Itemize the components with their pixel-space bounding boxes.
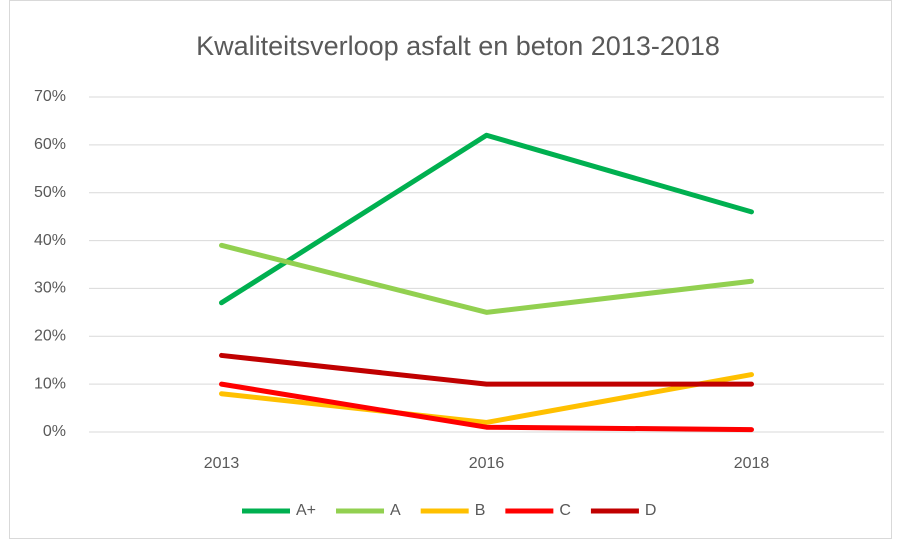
series-line [219, 372, 754, 425]
y-tick-label: 70% [34, 88, 66, 105]
y-tick-label: 40% [34, 232, 66, 249]
series-line [219, 132, 754, 306]
y-tick-label: 0% [43, 423, 66, 440]
legend-label: B [475, 502, 486, 519]
y-tick-label: 20% [34, 328, 66, 345]
legend-label: A+ [296, 502, 316, 519]
x-tick-label: 2018 [734, 455, 770, 472]
y-tick-label: 60% [34, 136, 66, 153]
chart-border [9, 0, 892, 539]
x-tick-label: 2013 [204, 455, 240, 472]
y-tick-label: 30% [34, 280, 66, 297]
series-line [219, 352, 754, 387]
series-line [219, 381, 754, 433]
x-tick-label: 2016 [469, 455, 505, 472]
legend-label: A [390, 502, 401, 519]
y-tick-label: 10% [34, 375, 66, 392]
chart-title: Kwaliteitsverloop asfalt en beton 2013-2… [196, 31, 720, 61]
y-tick-label: 50% [34, 184, 66, 201]
legend-label: D [645, 502, 657, 519]
series-line [219, 242, 754, 315]
legend-label: C [559, 502, 571, 519]
